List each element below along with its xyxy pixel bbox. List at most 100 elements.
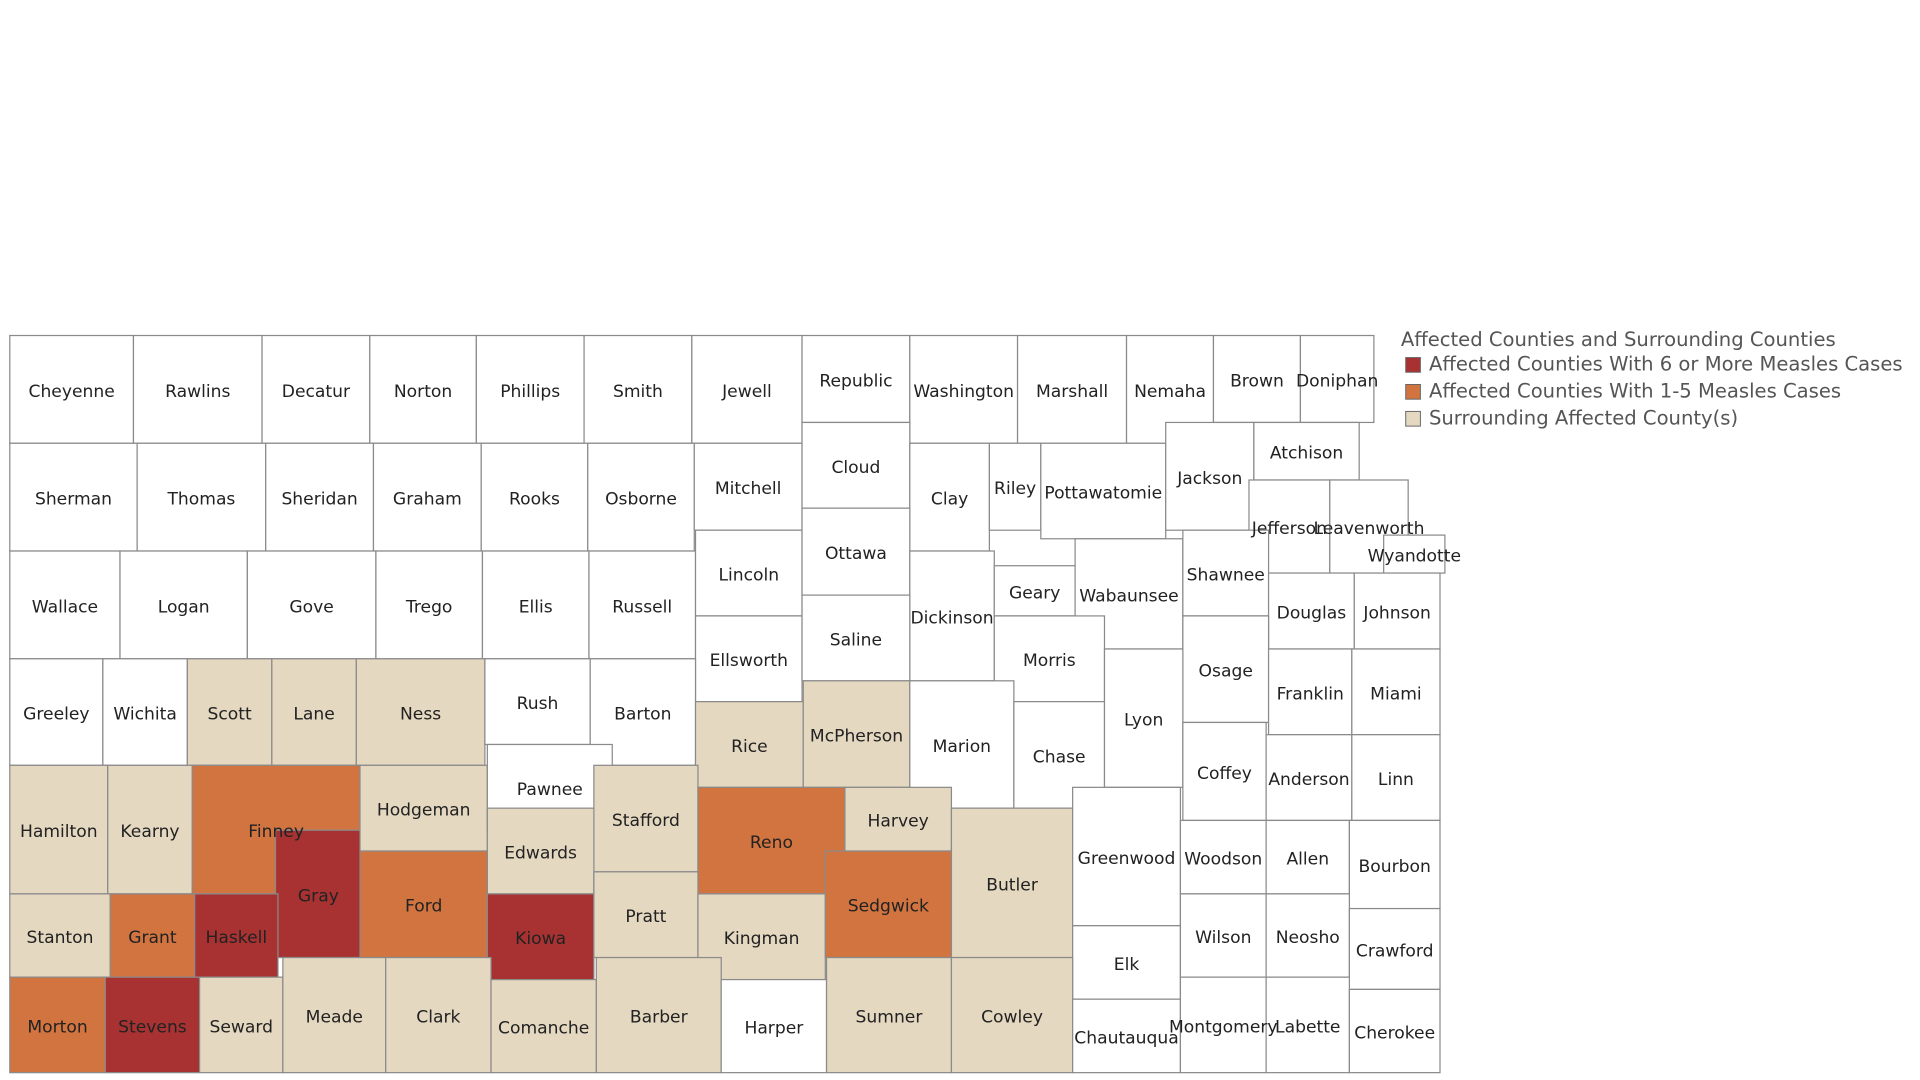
legend-label: Surrounding Affected County(s): [1429, 406, 1738, 429]
county-label: Brown: [1230, 371, 1284, 391]
county: [909, 550, 995, 682]
county-label: Cherokee: [1354, 1023, 1435, 1043]
county-label: Trego: [405, 597, 452, 617]
county: [486, 893, 595, 981]
county: [801, 421, 911, 509]
county: [282, 956, 387, 1074]
county-label: Lincoln: [718, 566, 779, 586]
county-label: Labette: [1275, 1017, 1340, 1037]
county-label: Rawlins: [165, 382, 230, 402]
county-labels: Cheyenne Rawlins Decatur Norton Phillips Smit…: [20, 371, 1461, 1048]
county-label: Pratt: [625, 907, 666, 927]
county-label: Marshall: [1036, 382, 1108, 402]
county: [475, 334, 585, 444]
county-label: Finney: [248, 822, 304, 842]
county: [385, 956, 492, 1074]
legend-swatch: [1405, 384, 1421, 400]
county-label: Jewell: [721, 382, 772, 402]
county: [1179, 819, 1267, 895]
county-label: Sherman: [35, 490, 112, 510]
legend-title: Affected Counties and Surrounding Counti…: [1401, 328, 1836, 351]
county-label: Thomas: [166, 490, 235, 510]
county: [9, 442, 138, 552]
county-label: Allen: [1286, 850, 1329, 870]
county-label: Wallace: [32, 597, 98, 617]
county-label: Stanton: [27, 928, 94, 948]
county-label: Smith: [613, 382, 663, 402]
county-label: Crawford: [1356, 941, 1434, 961]
county-label: Rush: [517, 694, 559, 714]
county: [1179, 893, 1267, 978]
county: [369, 334, 477, 444]
county-label: Riley: [994, 479, 1036, 499]
county: [825, 956, 953, 1074]
county: [694, 529, 803, 617]
county-label: Barber: [630, 1008, 689, 1028]
county: [593, 871, 699, 959]
county-label: Scott: [207, 704, 251, 724]
county-label: Graham: [393, 490, 462, 510]
county-label: Meade: [306, 1008, 363, 1028]
county: [1103, 648, 1184, 788]
county-label: Stafford: [612, 811, 680, 831]
county: [1348, 907, 1441, 990]
county-label: Sheridan: [281, 490, 357, 510]
county-label: Hamilton: [20, 822, 98, 842]
county-label: Clark: [416, 1008, 460, 1028]
county: [588, 550, 697, 660]
county-label: Reno: [750, 833, 793, 853]
county-label: Phillips: [500, 382, 560, 402]
county: [490, 978, 597, 1074]
county-label: Elk: [1114, 955, 1140, 975]
legend-swatch: [1405, 410, 1421, 427]
county-label: Cloud: [831, 458, 880, 478]
county: [1165, 421, 1255, 531]
county-label: Osborne: [605, 490, 677, 510]
county-label: Osage: [1199, 662, 1253, 682]
county: [1072, 925, 1182, 1000]
county: [9, 658, 104, 766]
legend-swatch: [1405, 357, 1421, 373]
county: [265, 442, 375, 552]
county-label: Wabaunsee: [1079, 586, 1178, 606]
county: [587, 442, 695, 552]
county: [1265, 819, 1350, 895]
county-label: McPherson: [810, 727, 903, 747]
county-label: Chautauqua: [1074, 1028, 1178, 1048]
county-label: Greeley: [23, 704, 89, 724]
county-label: Wichita: [113, 704, 177, 724]
county: [1348, 819, 1441, 910]
county: [1267, 572, 1355, 650]
county-label: Sumner: [856, 1008, 924, 1028]
county: [1179, 976, 1267, 1074]
county-label: Lyon: [1124, 711, 1163, 731]
county-label: Cowley: [981, 1008, 1043, 1028]
county-label: Lane: [293, 704, 334, 724]
county: [109, 893, 196, 978]
county-label: Anderson: [1268, 770, 1349, 790]
legend-label: Affected Counties With 6 or More Measles…: [1429, 352, 1903, 375]
county-label: Hodgeman: [377, 801, 471, 821]
county-label: Nemaha: [1134, 382, 1206, 402]
county: [595, 956, 722, 1074]
county: [993, 565, 1076, 617]
county-label: Morris: [1023, 651, 1076, 671]
county-label: Kearny: [120, 822, 179, 842]
county-label: Atchison: [1270, 444, 1343, 464]
county: [372, 442, 482, 552]
county-label: Logan: [158, 597, 210, 617]
county: [583, 334, 693, 444]
county-label: Saline: [830, 630, 882, 650]
county-label: Neosho: [1276, 928, 1340, 948]
county: [801, 507, 911, 596]
county: [1348, 988, 1441, 1074]
county: [1182, 615, 1270, 724]
county-label: Norton: [394, 382, 452, 402]
county: [274, 829, 362, 959]
county: [1351, 734, 1441, 822]
county-label: Linn: [1378, 770, 1414, 790]
county-label: Johnson: [1362, 603, 1431, 623]
county: [132, 334, 263, 444]
county: [824, 850, 953, 959]
